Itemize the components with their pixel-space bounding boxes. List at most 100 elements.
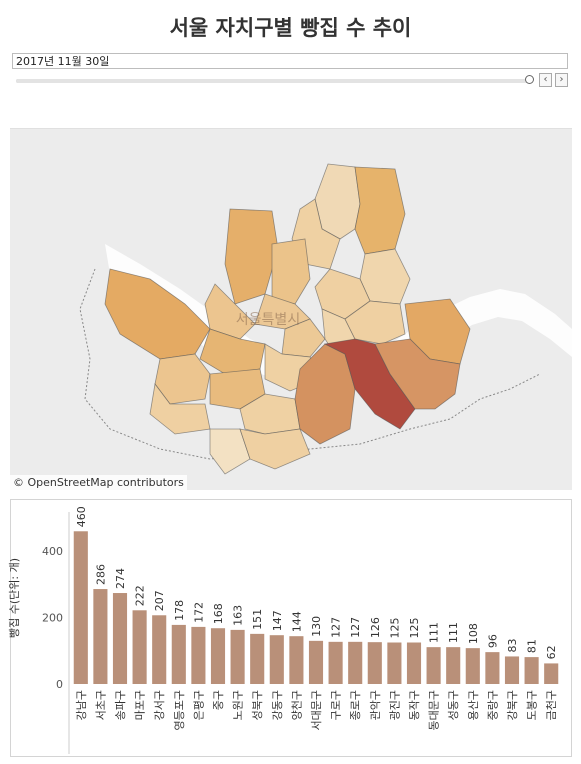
district-seongbuk[interactable] [271, 238, 311, 305]
x-tick-label: 노원구 [232, 690, 245, 720]
bar-value-label: 81 [526, 639, 539, 653]
y-tick-label: 200 [42, 612, 63, 625]
x-tick-label: 강동구 [271, 690, 284, 720]
date-filter-field[interactable]: 2017년 11월 30일 [12, 53, 568, 69]
x-tick-label: 성북구 [251, 690, 264, 720]
x-tick-label: 동대문구 [428, 690, 441, 730]
bar-value-label: 163 [232, 605, 245, 626]
district-gangnam[interactable] [323, 338, 416, 430]
bar-value-label: 274 [114, 568, 127, 589]
map-attribution: © OpenStreetMap contributors [10, 475, 187, 490]
bar[interactable] [387, 642, 402, 685]
bar-value-label: 222 [134, 585, 147, 606]
x-tick-label: 영등포구 [173, 690, 186, 730]
y-tick-label: 0 [56, 678, 63, 691]
x-tick-label: 강남구 [75, 690, 88, 720]
bar[interactable] [73, 531, 88, 684]
bar-value-label: 125 [408, 618, 421, 639]
bar[interactable] [152, 615, 167, 684]
bar[interactable] [426, 647, 441, 684]
y-tick-label: 400 [42, 545, 63, 558]
bar-value-label: 207 [153, 590, 166, 611]
bar-value-label: 172 [192, 602, 205, 623]
x-tick-label: 구로구 [330, 690, 343, 720]
bar[interactable] [132, 610, 147, 684]
bar[interactable] [465, 648, 480, 684]
bar-value-label: 168 [212, 603, 225, 624]
bar-value-label: 144 [290, 611, 303, 632]
x-tick-label: 금천구 [544, 690, 558, 720]
prev-date-button[interactable]: ‹ [539, 73, 552, 87]
bar-value-label: 108 [467, 623, 480, 644]
bar-value-label: 125 [388, 618, 401, 639]
bar[interactable] [308, 640, 324, 684]
bar[interactable] [544, 663, 559, 684]
bar[interactable] [269, 635, 284, 684]
bar[interactable] [210, 628, 226, 684]
map-svg: 서울특별시 [79, 163, 572, 475]
bar-value-label: 130 [310, 616, 323, 637]
bar-value-label: 111 [447, 622, 460, 643]
x-tick-label: 마포구 [134, 690, 147, 720]
bar[interactable] [348, 641, 363, 684]
x-tick-label: 용산구 [467, 690, 480, 720]
x-tick-label: 관악구 [369, 690, 382, 720]
x-tick-label: 도봉구 [526, 690, 539, 720]
bar-value-label: 127 [330, 617, 343, 638]
x-tick-label: 종로구 [349, 690, 362, 720]
date-slider[interactable] [16, 75, 534, 84]
bar[interactable] [367, 642, 382, 684]
bar-value-label: 178 [173, 600, 186, 621]
x-tick-label: 강서구 [153, 690, 166, 720]
bar[interactable] [171, 624, 186, 684]
y-axis-label: 빵집 수(단위: 개) [4, 558, 28, 638]
x-tick-label: 성동구 [447, 690, 460, 720]
x-tick-label: 광진구 [388, 690, 401, 720]
choropleth-map[interactable]: 서울특별시 © OpenStreetMap contributors [10, 128, 572, 490]
bar-value-label: 127 [349, 617, 362, 638]
page-title: 서울 자치구별 빵집 수 추이 [169, 16, 412, 40]
next-date-button[interactable]: › [555, 73, 568, 87]
bar[interactable] [289, 636, 304, 684]
bar[interactable] [406, 642, 422, 685]
bar-value-label: 460 [75, 506, 88, 527]
bar[interactable] [446, 647, 461, 684]
bar[interactable] [250, 633, 265, 684]
y-axis-label-text: 빵집 수(단위: 개) [8, 558, 21, 638]
x-tick-label: 중랑구 [486, 690, 499, 720]
bar[interactable] [485, 652, 500, 684]
district-jung[interactable] [281, 318, 326, 358]
bar-value-label: 126 [369, 617, 382, 638]
bar-value-label: 286 [94, 564, 107, 585]
x-tick-label: 은평구 [192, 690, 205, 720]
x-tick-label: 서대문구 [310, 690, 323, 730]
x-tick-label: 양천구 [289, 690, 303, 720]
bar[interactable] [328, 641, 343, 684]
bar-value-label: 62 [545, 645, 558, 659]
bar[interactable] [191, 626, 206, 684]
bar-value-label: 96 [486, 634, 499, 648]
bar[interactable] [93, 589, 108, 684]
bar-value-label: 83 [506, 638, 519, 652]
slider-thumb[interactable] [525, 75, 534, 84]
bar-value-label: 147 [271, 610, 284, 631]
district-songpa[interactable] [374, 338, 461, 410]
bar-chart-panel: 0 200 400 460 강남구 286 서초구 274 송파구 222 마포구 207 강서구 178… [10, 499, 572, 757]
bar[interactable] [524, 657, 539, 684]
district-gwanak[interactable] [239, 428, 311, 470]
district-nowon[interactable] [354, 166, 406, 255]
bar-value-label: 111 [428, 622, 441, 643]
bar[interactable] [230, 629, 245, 684]
x-tick-label: 강북구 [506, 690, 519, 720]
bar[interactable] [504, 656, 520, 684]
district-eunpyeong[interactable] [224, 208, 279, 305]
slider-fill [16, 79, 530, 83]
bar-chart-svg: 0 200 400 460 강남구 286 서초구 274 송파구 222 마포구 207 강서구 178… [42, 506, 559, 754]
x-tick-label: 서초구 [94, 690, 107, 720]
x-tick-label: 송파구 [114, 690, 127, 720]
bar-value-label: 151 [251, 609, 264, 630]
bar[interactable] [112, 593, 128, 684]
map-city-label: 서울특별시 [236, 312, 300, 328]
district-geumcheon[interactable] [209, 428, 251, 475]
x-tick-label: 중구 [212, 690, 225, 710]
